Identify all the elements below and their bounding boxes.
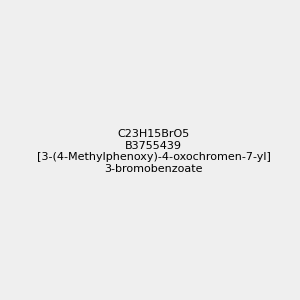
Text: C23H15BrO5
B3755439
[3-(4-Methylphenoxy)-4-oxochromen-7-yl]
3-bromobenzoate: C23H15BrO5 B3755439 [3-(4-Methylphenoxy)… xyxy=(37,129,271,174)
